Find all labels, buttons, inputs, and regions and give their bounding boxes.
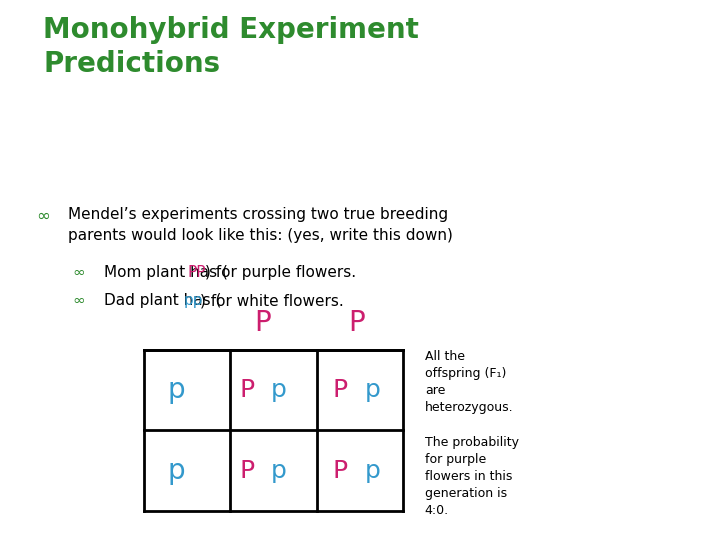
Text: P: P <box>239 459 255 483</box>
Text: p: p <box>168 457 185 485</box>
Text: p: p <box>271 459 287 483</box>
Text: Dad plant has (: Dad plant has ( <box>104 293 222 308</box>
Text: P: P <box>333 378 348 402</box>
Text: p: p <box>364 378 380 402</box>
Text: ∞: ∞ <box>72 265 85 280</box>
Text: pp: pp <box>184 293 203 308</box>
Text: Monohybrid Experiment
Predictions: Monohybrid Experiment Predictions <box>43 16 419 78</box>
Text: p: p <box>271 378 287 402</box>
Text: Mendel’s experiments crossing two true breeding
parents would look like this: (y: Mendel’s experiments crossing two true b… <box>68 207 454 242</box>
Text: All the
offspring (F₁)
are
heterozygous.: All the offspring (F₁) are heterozygous. <box>425 350 513 414</box>
Text: P: P <box>254 309 271 337</box>
Text: ) for white flowers.: ) for white flowers. <box>200 293 344 308</box>
Text: P: P <box>239 378 255 402</box>
Text: The probability
for purple
flowers in this
generation is
4:0.: The probability for purple flowers in th… <box>425 436 519 517</box>
Text: P: P <box>333 459 348 483</box>
Text: ) for purple flowers.: ) for purple flowers. <box>205 265 356 280</box>
Text: Mom plant has (: Mom plant has ( <box>104 265 228 280</box>
Text: P: P <box>348 309 365 337</box>
Text: ∞: ∞ <box>72 293 85 308</box>
Text: p: p <box>168 376 185 404</box>
Text: ∞: ∞ <box>36 207 50 225</box>
Text: p: p <box>364 459 380 483</box>
Text: PP: PP <box>187 265 206 280</box>
